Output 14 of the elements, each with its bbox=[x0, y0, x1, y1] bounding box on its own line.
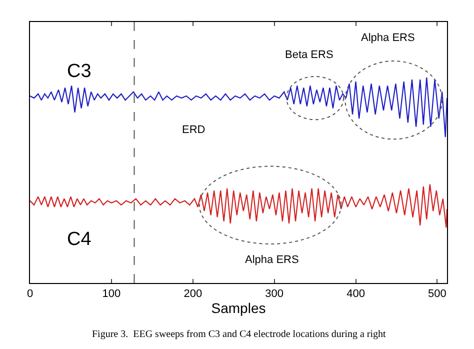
x-tick-label: 200 bbox=[184, 288, 202, 300]
x-tick-label: 500 bbox=[428, 288, 446, 300]
x-tick-label: 0 bbox=[26, 288, 34, 300]
annotation: Alpha ERS bbox=[245, 254, 299, 266]
text: Alpha ERS bbox=[361, 32, 415, 44]
series-label: C3 bbox=[67, 61, 92, 82]
annotation: ERD bbox=[182, 124, 206, 136]
x-axis-title: Samples bbox=[211, 300, 266, 316]
series-label: C4 bbox=[67, 229, 92, 250]
x-tick-label: 300 bbox=[265, 288, 284, 300]
text: Beta ERS bbox=[285, 49, 334, 61]
caption: Figure 3. EEG sweeps from C3 and C4 electrode locations during a right bbox=[92, 329, 386, 340]
x-tick-label: 100 bbox=[102, 288, 121, 300]
x-tick-label: 400 bbox=[346, 288, 365, 300]
